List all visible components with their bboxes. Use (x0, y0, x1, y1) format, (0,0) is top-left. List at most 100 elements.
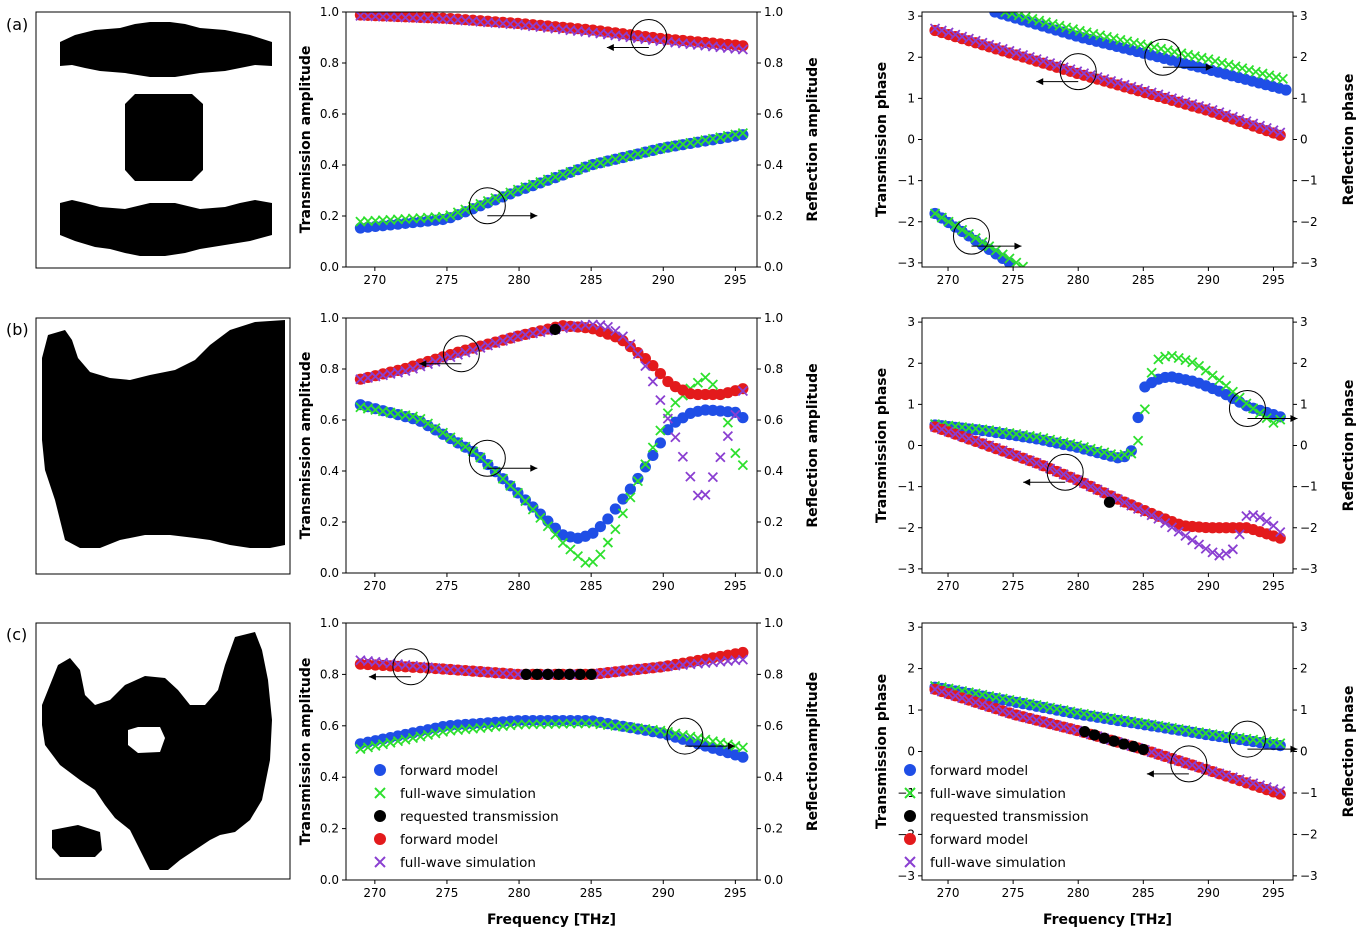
simulation-T-marker (400, 734, 411, 745)
simulation-T-marker (572, 718, 584, 729)
simulation-T-marker (929, 208, 941, 219)
y-tick-label-left: 0.8 (320, 667, 339, 681)
y-tick-label-right: −3 (1300, 256, 1318, 270)
x-axis-label: Frequency [THz] (1043, 912, 1172, 928)
y-axis-label-right: Reflectionamplitude (805, 672, 821, 831)
y-tick-label-right: 0.6 (764, 719, 783, 733)
y-axis-label-right: Reflection amplitude (805, 57, 821, 221)
simulation-T-marker (527, 179, 539, 190)
y-axis-label-right: Reflection phase (1341, 74, 1357, 206)
axis-indicator-annotation (1144, 38, 1213, 76)
simulation-T-marker (610, 524, 621, 535)
simulation-T-marker (1011, 257, 1022, 267)
y-tick-label-left: 2 (907, 356, 915, 370)
simulation-T-marker (737, 127, 749, 139)
y-tick-label-left: 0.4 (320, 770, 339, 784)
axis-indicator-annotation (468, 187, 538, 225)
simulation-R-marker (1153, 513, 1164, 524)
simulation-R-marker (1173, 526, 1184, 537)
data-markers (354, 319, 749, 568)
forward-model-T-marker (639, 461, 651, 473)
forward-model-R-marker (1274, 532, 1286, 544)
simulation-R-marker (1160, 517, 1171, 529)
requested-transmission-marker (1103, 496, 1116, 508)
y-tick-label-right: 0.8 (764, 56, 783, 70)
simulation-T-marker (430, 423, 441, 434)
simulation-T-marker (1126, 448, 1137, 459)
simulation-R-marker (1146, 510, 1157, 521)
simulation-T-marker (647, 145, 659, 156)
simulation-R-marker (970, 435, 981, 446)
simulation-R-marker (1004, 45, 1015, 57)
x-tick-label: 295 (724, 579, 747, 593)
y-tick-label-right: 0.4 (764, 158, 783, 172)
simulation-T-marker (415, 731, 426, 742)
simulation-T-marker (602, 155, 614, 167)
simulation-R-marker (1038, 460, 1049, 471)
y-tick-label-right: 2 (1300, 50, 1308, 64)
simulation-T-marker (1207, 370, 1218, 381)
y-tick-label-right: 1.0 (764, 5, 783, 19)
simulation-T-marker (950, 220, 961, 231)
y-tick-label-right: 0 (1300, 745, 1308, 759)
y-tick-label-right: 3 (1300, 9, 1308, 23)
simulation-T-marker (460, 441, 471, 452)
forward-model-T-marker (587, 527, 599, 539)
simulation-R-marker (1004, 447, 1015, 459)
simulation-T-marker (370, 740, 381, 751)
forward-model-R-marker (654, 367, 666, 380)
simulation-T-marker (535, 718, 546, 730)
legend-label: requested transmission (400, 809, 559, 825)
simulation-T-marker (445, 432, 456, 443)
y-axis-label-left: Transmission amplitude (298, 352, 314, 540)
y-tick-label-left: −1 (897, 174, 915, 188)
forward-model-T-marker (654, 437, 666, 449)
x-tick-label: 280 (1067, 273, 1090, 287)
simulation-T-marker (422, 729, 434, 741)
simulation-R-marker (1051, 466, 1062, 477)
panel-label-c: (c) (6, 625, 27, 644)
simulation-R-marker (700, 489, 711, 500)
simulation-R-marker (1227, 111, 1238, 122)
x-tick-label: 295 (1262, 579, 1285, 593)
y-tick-label-left: 0.8 (320, 56, 339, 70)
axis-indicator-annotation (952, 217, 1022, 255)
forward-model-T-marker (737, 129, 749, 141)
simulation-T-marker (730, 448, 741, 459)
x-tick-label: 290 (652, 886, 675, 900)
simulation-T-marker (557, 718, 569, 729)
simulation-T-marker (1004, 253, 1015, 264)
requested-transmission-marker (1127, 740, 1140, 753)
legend-phase: forward model full-wave simulation request… (904, 763, 1089, 871)
simulation-T-marker (460, 204, 471, 215)
forward-model-R-marker (639, 352, 651, 365)
y-tick-label-left: −3 (897, 869, 915, 883)
simulation-T-marker (737, 742, 749, 753)
axis-indicator-annotation (1228, 389, 1298, 427)
simulation-R-marker (647, 376, 659, 387)
forward-model-T-marker (1274, 739, 1286, 752)
axis-indicator-annotation (468, 439, 538, 477)
simulation-T-marker (602, 537, 614, 548)
y-tick-label-left: 3 (907, 315, 915, 329)
simulation-T-marker (580, 718, 591, 729)
simulation-R-marker (1254, 120, 1266, 131)
simulation-T-marker (1243, 64, 1255, 76)
simulation-R-marker (1180, 757, 1191, 768)
simulation-T-marker (1241, 398, 1252, 409)
simulation-R-marker (1166, 522, 1178, 533)
simulation-T-marker (1203, 54, 1214, 65)
simulation-T-marker (362, 742, 374, 753)
simulation-R-marker (1011, 47, 1022, 59)
axis-indicator-annotation (1036, 53, 1097, 91)
y-tick-label-left: 0 (907, 745, 915, 759)
simulation-R-marker (984, 701, 995, 712)
simulation-R-marker (490, 338, 501, 349)
x-tick-label: 285 (1132, 886, 1155, 900)
plot--c--amplitude: 270 275 280 285 290 295 0.0 0.0 0.2 0.2 0.4 0.4 0.6 0… (298, 616, 821, 928)
simulation-T-marker (392, 735, 404, 747)
simulation-T-marker (692, 377, 704, 388)
simulation-R-marker (1227, 544, 1238, 555)
legend-marker (904, 856, 916, 868)
simulation-R-marker (677, 451, 689, 462)
